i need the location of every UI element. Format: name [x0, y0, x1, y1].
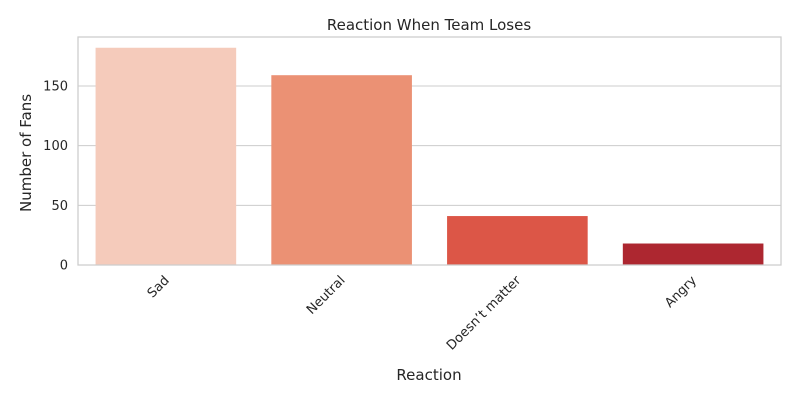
bars: [95, 47, 764, 266]
y-tick-label: 50: [51, 199, 68, 214]
x-axis-label: Reaction: [396, 366, 461, 384]
y-tick-label: 0: [60, 259, 68, 274]
bar-sad: [95, 47, 237, 265]
bar-neutral: [271, 75, 412, 266]
y-tick-label: 150: [43, 79, 68, 94]
y-tick-label: 100: [43, 139, 68, 154]
y-axis-label: Number of Fans: [17, 94, 35, 212]
y-tick-labels: 0 50 100 150: [43, 79, 68, 273]
plot-frame: [77, 36, 782, 266]
bar-doesn-t-matter: [447, 216, 588, 265]
bar-angry: [622, 243, 764, 265]
chart-title: Reaction When Team Loses: [327, 16, 531, 34]
